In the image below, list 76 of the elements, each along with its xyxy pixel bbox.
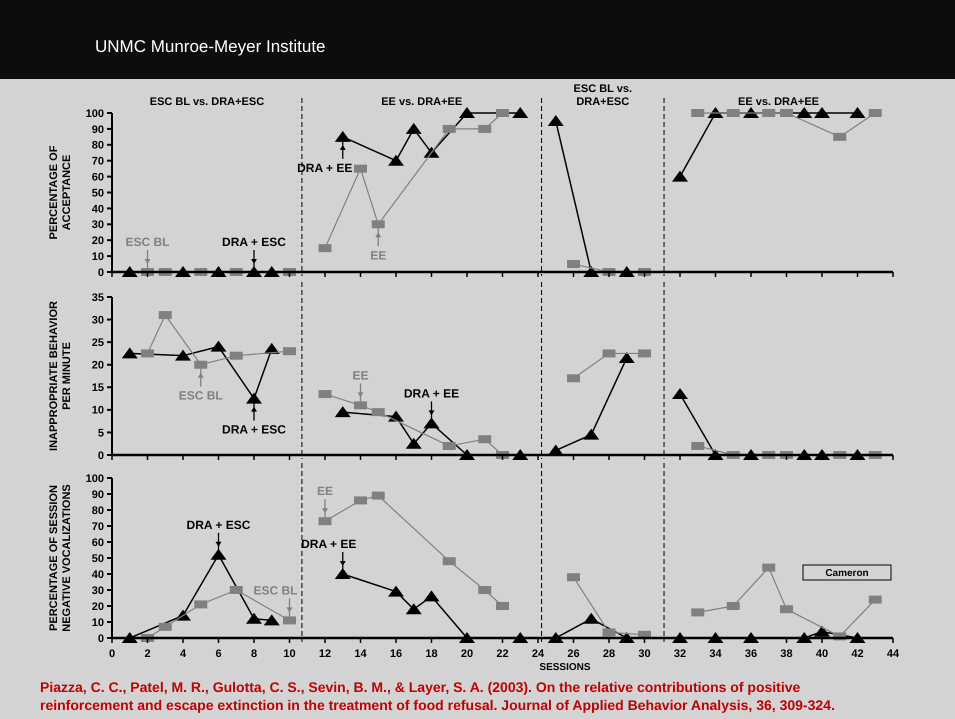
x-tick-label: 26: [567, 648, 580, 660]
y-tick-label: 10: [92, 250, 104, 263]
y-tick-label: 20: [92, 600, 104, 613]
y-tick-label: 25: [92, 336, 104, 349]
x-tick-label: 4: [180, 648, 187, 660]
y-tick-label: 10: [92, 404, 104, 417]
x-tick-label: 24: [532, 648, 545, 660]
y-tick-label: 60: [92, 171, 104, 184]
x-tick-label: 34: [709, 648, 722, 660]
text: Piazza, C. C., Patel, M. R., Gulotta, C. S., Sevin, B. M., & Layer, S. A. (2003). On the relative contributions of positive reinforcement and escape extinction in the treatment of food refusal. Journal of Applied Behavior Analysis, 36, 309-324.: [40, 679, 835, 713]
annotation: DRA + ESC: [222, 422, 286, 437]
y-tick-label: 100: [86, 108, 104, 120]
annotation: DRA + EE: [301, 537, 356, 551]
text: EE vs. DRA+EE: [381, 96, 462, 108]
x-tick-label: 38: [780, 648, 793, 660]
y-tick-label: 90: [92, 488, 104, 501]
y-tick-label: 15: [92, 382, 104, 394]
annotation: ESC BL: [125, 235, 170, 249]
x-tick-label: 42: [851, 648, 864, 660]
y-tick-label: 90: [92, 124, 104, 136]
x-tick-label: 44: [886, 648, 900, 660]
x-tick-label: 2: [144, 648, 151, 660]
annotation: DRA + EE: [404, 386, 460, 400]
y-tick-label: 60: [92, 536, 104, 549]
y-tick-label: 40: [92, 203, 104, 216]
y-tick-label: 80: [92, 504, 104, 517]
annotation: ESC BL: [253, 583, 298, 598]
text: ESC BL vs. DRA+ESC: [150, 96, 264, 108]
annotation: DRA + ESC: [186, 518, 251, 532]
text: ESC BL vs. DRA+ESC: [574, 83, 632, 108]
y-tick-label: 70: [92, 156, 104, 168]
x-tick-label: 30: [638, 648, 651, 660]
x-tick-label: 14: [354, 648, 368, 660]
y-tick-label: 30: [92, 584, 104, 597]
x-axis-title: SESSIONS: [539, 662, 591, 673]
x-tick-label: 16: [390, 648, 402, 660]
y-tick-label: 100: [86, 472, 104, 485]
y-tick-label: 0: [98, 632, 104, 645]
annotation: EE: [316, 484, 334, 498]
y-tick-label: 35: [92, 292, 104, 304]
y-tick-label: 80: [92, 140, 104, 152]
annotation: DRA + EE: [297, 160, 352, 175]
text: EE vs. DRA+EE: [738, 96, 820, 108]
x-tick-label: 0: [108, 648, 116, 660]
x-tick-label: 8: [250, 648, 258, 660]
y-tick-label: 20: [92, 360, 104, 372]
annotation: DRA + ESC: [222, 235, 286, 249]
annotation: Cameron: [825, 568, 869, 579]
y-tick-label: 30: [92, 219, 104, 232]
y-tick-label: 5: [98, 427, 104, 440]
y-tick-label: 40: [92, 568, 104, 581]
y-tick-label: 20: [92, 235, 104, 248]
chart-title: UNMC Munroe-Meyer Institute: [95, 37, 326, 56]
y-axis-title: INAPPROPRIATE BEHAVIOR PER MINUTE: [48, 300, 73, 451]
x-tick-label: 20: [460, 648, 474, 660]
y-tick-label: 70: [92, 520, 104, 533]
y-axis-title: PERCENTAGE OF SESSION NEGATIVE VOCALIZATIONS: [48, 484, 73, 632]
x-tick-label: 28: [602, 648, 616, 660]
annotation: ESC BL: [178, 388, 223, 403]
y-tick-label: 0: [98, 266, 104, 279]
y-axis-title: PERCENTAGE OF ACCEPTANCE: [48, 145, 73, 240]
y-tick-label: 50: [92, 187, 104, 200]
y-tick-label: 0: [98, 450, 104, 462]
x-tick-label: 10: [283, 648, 296, 660]
y-tick-label: 50: [92, 552, 104, 565]
x-tick-label: 32: [674, 648, 686, 660]
x-tick-label: 40: [816, 648, 828, 660]
x-tick-label: 6: [215, 648, 222, 660]
annotation: EE: [352, 368, 369, 382]
y-tick-label: 10: [92, 616, 104, 629]
x-tick-label: 22: [496, 648, 509, 660]
y-tick-label: 30: [92, 314, 104, 326]
x-tick-label: 36: [744, 648, 758, 660]
x-tick-label: 12: [318, 648, 332, 660]
x-tick-label: 18: [425, 648, 438, 660]
annotation: EE: [370, 248, 386, 262]
